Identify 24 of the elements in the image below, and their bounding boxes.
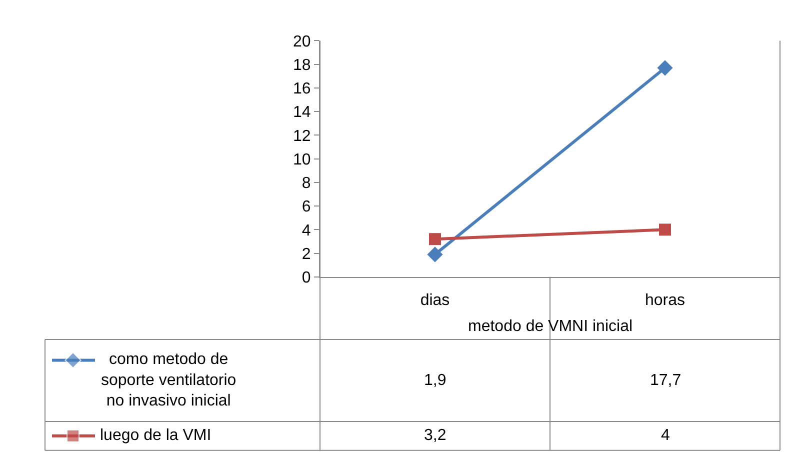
y-tick-label: 12 [293,128,311,145]
y-tick-label: 20 [293,33,311,50]
point [657,60,673,76]
data-label: 1,9 [424,372,446,389]
y-tick-label: 8 [302,175,311,192]
y-tick-label: 2 [302,246,311,263]
legend-label: como metodo de soporte ventilatorio no invasivo inicial [101,351,236,410]
y-tick-label: 4 [302,222,311,240]
point [659,224,671,236]
legend-label: luego de la VMI [100,427,212,444]
data-label: 4 [661,427,670,444]
y-tick-label: 14 [293,104,311,122]
x-axis-title: metodo de VMNI inicial [468,318,633,335]
y-tick-label: 0 [302,269,311,286]
y-tick-label: 6 [302,198,311,216]
x-tick-label: horas [644,292,686,310]
data-label: 3,2 [424,427,446,444]
x-tick-label: dias [420,292,450,310]
data-label: 17,7 [650,372,682,389]
point [427,246,443,262]
point [429,233,441,246]
y-tick-label: 16 [293,80,311,98]
y-tick-label: 18 [293,56,311,74]
y-tick-label: 10 [293,151,311,168]
